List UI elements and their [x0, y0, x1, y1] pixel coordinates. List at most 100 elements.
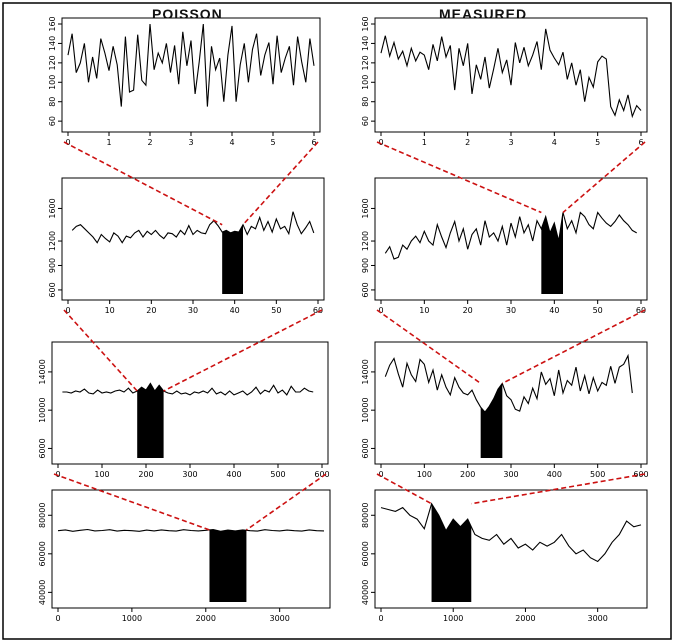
y-tick-label: 40000: [38, 580, 47, 605]
x-tick-label: 1000: [443, 614, 463, 623]
series-line: [380, 28, 642, 119]
x-tick-label: 3000: [587, 614, 607, 623]
x-tick-label: 20: [463, 306, 473, 315]
x-tick-label: 6: [311, 138, 316, 147]
y-tick-label: 120: [48, 55, 57, 70]
x-tick-label: 500: [590, 470, 605, 479]
zoom-connector-left: [63, 141, 223, 226]
y-tick-label: 60000: [361, 541, 370, 566]
y-tick-label: 1200: [361, 231, 370, 251]
x-tick-label: 2: [147, 138, 152, 147]
panel-poisson-3: 0 100 200 300 400 500 600 6000 10000 14000: [38, 341, 330, 479]
x-tick-label: 3: [188, 138, 193, 147]
x-tick-label: 3: [508, 138, 513, 147]
y-tick-label: 60: [361, 116, 370, 126]
y-tick-label: 14000: [38, 359, 47, 384]
y-tick-label: 80000: [38, 503, 47, 528]
zoom-connector-right: [245, 473, 327, 531]
y-tick-label: 100: [361, 75, 370, 90]
x-tick-label: 10: [419, 306, 429, 315]
y-tick-label: 60000: [38, 541, 47, 566]
plot-frame: [51, 489, 331, 609]
highlight-region: [137, 383, 164, 458]
x-tick-label: 2000: [515, 614, 535, 623]
x-tick-label: 200: [460, 470, 475, 479]
highlight-region: [431, 503, 472, 602]
x-tick-label: 300: [182, 470, 197, 479]
zoom-connector-left: [63, 309, 138, 392]
y-tick-label: 160: [361, 16, 370, 31]
x-tick-label: 5: [595, 138, 600, 147]
y-tick-label: 120: [361, 55, 370, 70]
zoom-connector-right: [501, 309, 646, 385]
x-tick-label: 100: [94, 470, 109, 479]
plot-frame: [374, 17, 648, 133]
highlight-region: [209, 529, 247, 602]
plot-frame: [51, 341, 329, 465]
y-tick-label: 1600: [361, 198, 370, 218]
x-tick-label: 50: [271, 306, 281, 315]
x-tick-label: 3000: [269, 614, 289, 623]
series-line: [71, 211, 315, 244]
series-line: [57, 528, 325, 532]
y-tick-label: 10000: [38, 397, 47, 422]
series-line: [380, 502, 642, 563]
y-tick-label: 40000: [361, 580, 370, 605]
x-tick-label: 10: [105, 306, 115, 315]
y-tick-label: 10000: [361, 397, 370, 422]
panel-measured-2: 0 10 20 30 40 50 60 600 900 1200 1600: [361, 177, 648, 315]
plot-frame: [374, 341, 648, 465]
zoom-connector-right: [163, 309, 323, 392]
x-tick-label: 60: [313, 306, 323, 315]
x-tick-label: 30: [188, 306, 198, 315]
x-tick-label: 2000: [196, 614, 216, 623]
y-tick-label: 1600: [48, 198, 57, 218]
y-tick-label: 600: [361, 282, 370, 297]
zoom-connector-left: [376, 473, 432, 505]
zoom-connector-right: [562, 141, 646, 214]
y-tick-label: 600: [48, 282, 57, 297]
highlight-region: [480, 383, 503, 458]
zoom-connector-left: [376, 141, 542, 214]
zoom-connector-left: [376, 309, 482, 385]
panel-poisson-4: 0 1000 2000 3000 40000 60000 80000: [38, 489, 331, 623]
x-tick-label: 4: [229, 138, 234, 147]
x-tick-label: 30: [506, 306, 516, 315]
panel-poisson-2: 0 10 20 30 40 50 60 600 900 1200 1600: [48, 177, 325, 315]
x-tick-label: 60: [636, 306, 646, 315]
plot-frame: [374, 177, 648, 301]
x-tick-label: 600: [314, 470, 329, 479]
y-tick-label: 6000: [361, 438, 370, 458]
plot-frame: [61, 17, 321, 133]
panel-measured-1: 0 1 2 3 4 5 6 60 80 100 120 140 160: [361, 16, 648, 147]
x-tick-label: 1: [422, 138, 427, 147]
series-line: [384, 353, 633, 413]
highlight-region: [222, 224, 243, 294]
x-tick-label: 200: [138, 470, 153, 479]
y-tick-label: 140: [48, 36, 57, 51]
x-tick-label: 40: [230, 306, 240, 315]
x-tick-label: 0: [378, 306, 383, 315]
plot-frame: [61, 177, 325, 301]
x-tick-label: 1000: [122, 614, 142, 623]
x-tick-label: 0: [65, 306, 70, 315]
x-tick-label: 50: [593, 306, 603, 315]
y-tick-label: 60: [48, 116, 57, 126]
plot-frame: [374, 489, 648, 609]
x-tick-label: 4: [552, 138, 557, 147]
panel-measured-4: 0 1000 2000 3000 40000 60000 80000: [361, 489, 648, 623]
x-tick-label: 0: [378, 614, 383, 623]
x-tick-label: 5: [270, 138, 275, 147]
series-line: [67, 23, 315, 107]
zoom-connector-left: [53, 473, 210, 531]
y-tick-label: 160: [48, 16, 57, 31]
y-tick-label: 80: [361, 97, 370, 107]
x-tick-label: 0: [55, 470, 60, 479]
x-tick-label: 0: [378, 138, 383, 147]
y-tick-label: 1200: [48, 231, 57, 251]
y-tick-label: 100: [48, 75, 57, 90]
